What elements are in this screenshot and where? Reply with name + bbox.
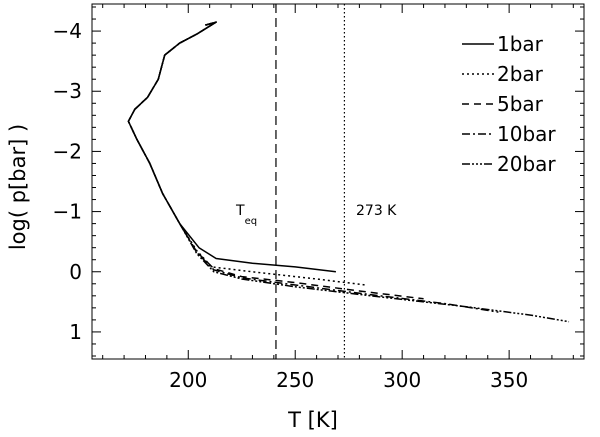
plot-border bbox=[91, 3, 585, 360]
x-tick-label: 350 bbox=[490, 368, 528, 392]
x-axis: 200 250 300 350 bbox=[102, 4, 574, 392]
x-axis-label: T [K] bbox=[287, 408, 338, 432]
t-eq-subscript: eq bbox=[245, 216, 258, 227]
y-tick-label: −3 bbox=[53, 79, 82, 103]
y-axis: −4 −3 −2 −1 0 1 bbox=[53, 6, 584, 357]
y-axis-label: log( p[bar] ) bbox=[6, 124, 30, 250]
273k-label: 273 K bbox=[356, 203, 397, 219]
legend: 1bar 2bar 5bar 10bar 20bar bbox=[462, 32, 556, 176]
legend-label: 20bar bbox=[497, 152, 556, 176]
x-tick-label: 250 bbox=[276, 368, 314, 392]
y-tick-label: −2 bbox=[53, 139, 82, 163]
plot-frame bbox=[91, 3, 585, 360]
reference-lines bbox=[275, 4, 346, 359]
t-eq-main: T bbox=[235, 203, 245, 219]
x-tick-label: 300 bbox=[383, 368, 421, 392]
t-eq-label: Teq bbox=[235, 203, 257, 227]
legend-label: 2bar bbox=[497, 62, 544, 86]
series-layer bbox=[127, 21, 570, 323]
series-line-20bar bbox=[127, 21, 570, 323]
y-tick-label: 0 bbox=[69, 260, 82, 284]
legend-label: 1bar bbox=[497, 32, 544, 56]
y-tick-label: −4 bbox=[53, 19, 82, 43]
legend-label: 10bar bbox=[497, 122, 556, 146]
y-tick-label: −1 bbox=[53, 200, 82, 224]
x-tick-label: 200 bbox=[169, 368, 207, 392]
legend-label: 5bar bbox=[497, 92, 544, 116]
y-tick-label: 1 bbox=[69, 320, 82, 344]
series-line-2bar bbox=[127, 21, 366, 286]
series-line-1bar bbox=[127, 21, 336, 273]
